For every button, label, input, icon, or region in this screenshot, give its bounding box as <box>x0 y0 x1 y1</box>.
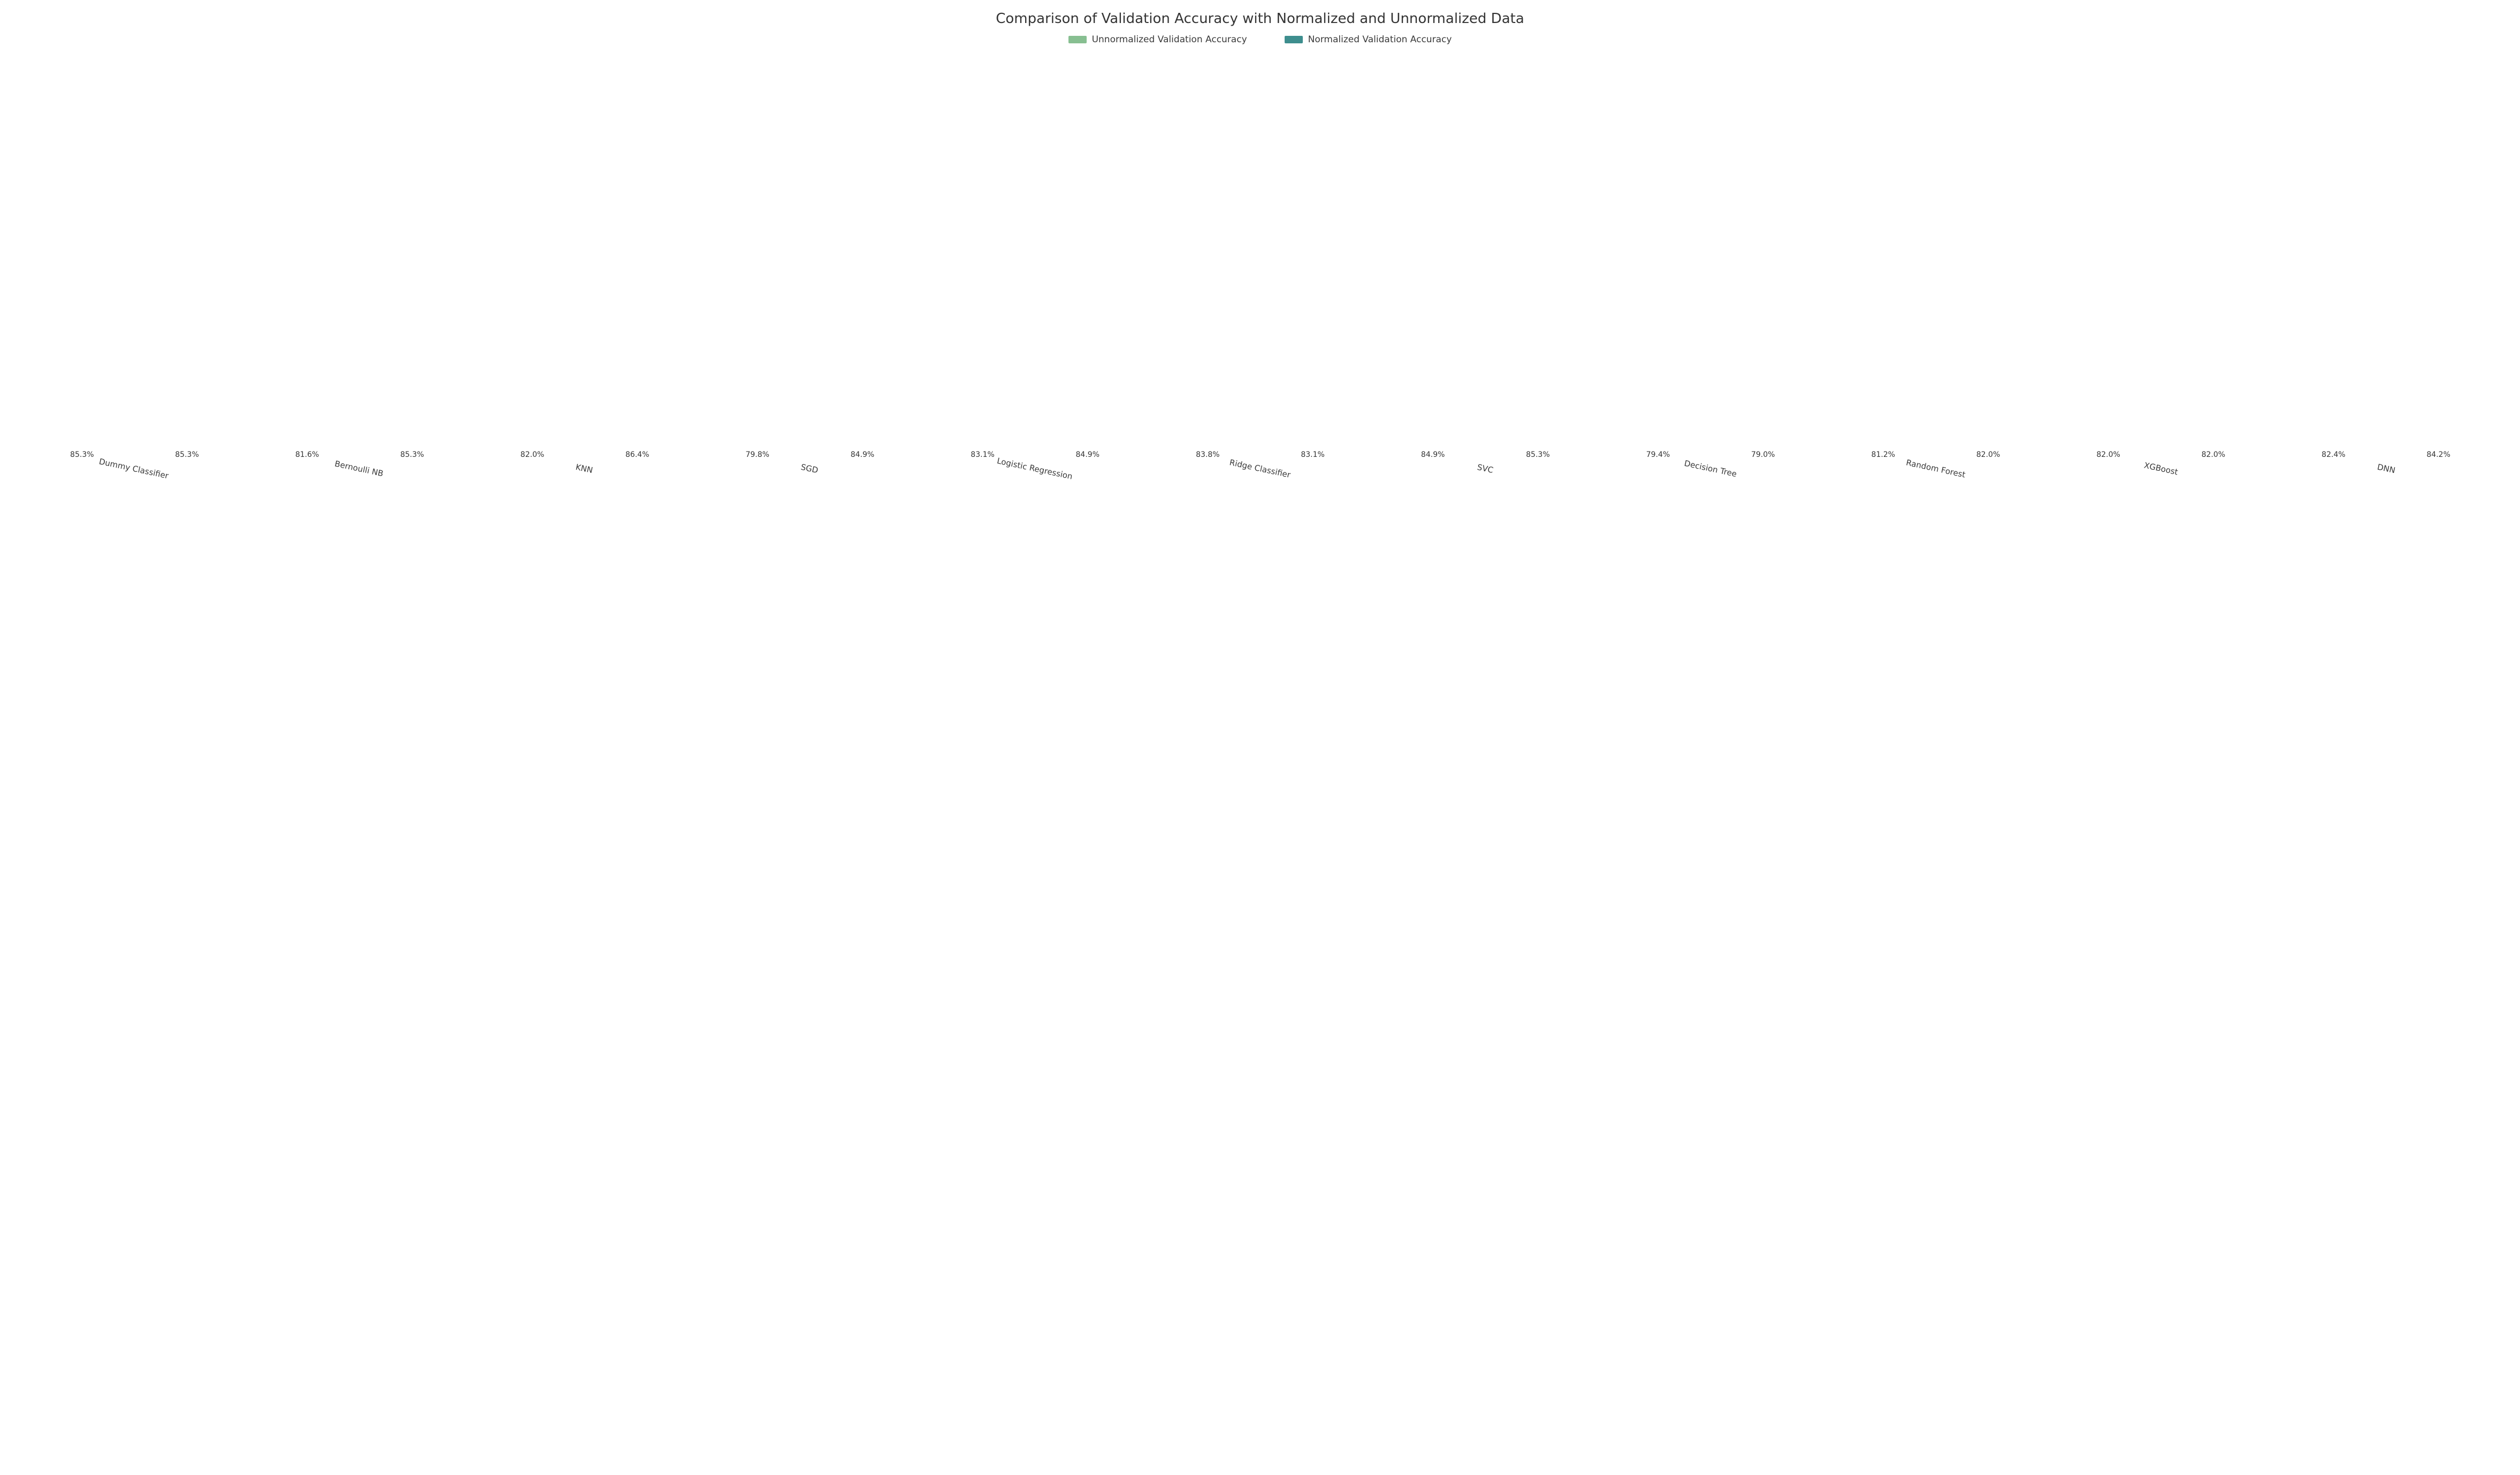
bar-value-label: 85.3% <box>400 450 424 460</box>
x-tick: SGD <box>697 461 922 485</box>
bar-value-label: 84.9% <box>851 450 874 460</box>
x-tick: SVC <box>1372 461 1598 485</box>
bar-value-label: 82.4% <box>2322 450 2345 460</box>
bar-value-label: 82.0% <box>521 450 544 460</box>
legend-label-normalized: Normalized Validation Accuracy <box>1308 34 1452 45</box>
legend: Unnormalized Validation Accuracy Normali… <box>21 34 2499 45</box>
legend-swatch-normalized <box>1285 36 1303 43</box>
legend-label-unnormalized: Unnormalized Validation Accuracy <box>1092 34 1247 45</box>
bar-value-label: 79.4% <box>1646 450 1670 460</box>
bar-value-label: 79.8% <box>745 450 769 460</box>
x-tick: DNN <box>2273 461 2499 485</box>
x-tick: KNN <box>472 461 697 485</box>
x-tick-label: SGD <box>800 462 819 475</box>
x-tick: Decision Tree <box>1598 461 1823 485</box>
bar-value-label: 85.3% <box>175 450 198 460</box>
x-tick-label: DNN <box>2376 462 2396 476</box>
x-tick-label: Decision Tree <box>1683 458 1737 479</box>
x-tick: Bernoulli NB <box>247 461 472 485</box>
bar-value-label: 79.0% <box>1751 450 1775 460</box>
bar-value-label: 84.9% <box>1421 450 1445 460</box>
plot-area: 85.3% 85.3% 81.6% 85.3% 82.0% 86.4% 79.8% 84.9%… <box>21 48 2499 461</box>
x-tick-label: SVC <box>1476 462 1494 475</box>
x-tick-label: Dummy Classifier <box>98 456 170 480</box>
x-tick: Random Forest <box>1823 461 2048 485</box>
legend-swatch-unnormalized <box>1068 36 1087 43</box>
bar-value-label: 83.1% <box>1301 450 1324 460</box>
x-tick: XGBoost <box>2048 461 2273 485</box>
chart-container: Comparison of Validation Accuracy with N… <box>0 0 2520 507</box>
x-axis: Dummy Classifier Bernoulli NB KNN SGD Logist… <box>21 461 2499 485</box>
bar-value-label: 81.6% <box>295 450 319 460</box>
bar-value-label: 84.2% <box>2426 450 2450 460</box>
bar-value-label: 85.3% <box>1526 450 1549 460</box>
x-tick: Ridge Classifier <box>1148 461 1373 485</box>
x-tick-label: XGBoost <box>2143 461 2179 477</box>
bar-value-label: 83.1% <box>971 450 994 460</box>
x-tick-label: KNN <box>575 462 594 475</box>
x-tick-label: Bernoulli NB <box>334 459 384 479</box>
bar-value-label: 82.0% <box>1976 450 2000 460</box>
x-tick-label: Ridge Classifier <box>1228 457 1291 480</box>
chart-title: Comparison of Validation Accuracy with N… <box>21 11 2499 27</box>
bar-value-label: 83.8% <box>1196 450 1219 460</box>
x-tick: Logistic Regression <box>922 461 1148 485</box>
bar-value-label: 81.2% <box>1872 450 1895 460</box>
x-tick: Dummy Classifier <box>21 461 247 485</box>
bar-value-label: 84.9% <box>1076 450 1099 460</box>
bar-value-label: 82.0% <box>2202 450 2225 460</box>
bar-value-label: 85.3% <box>70 450 94 460</box>
bar-value-label: 82.0% <box>2096 450 2120 460</box>
legend-item-normalized: Normalized Validation Accuracy <box>1285 34 1452 45</box>
x-tick-label: Random Forest <box>1905 457 1966 479</box>
bar-value-label: 86.4% <box>625 450 649 460</box>
legend-item-unnormalized: Unnormalized Validation Accuracy <box>1068 34 1247 45</box>
